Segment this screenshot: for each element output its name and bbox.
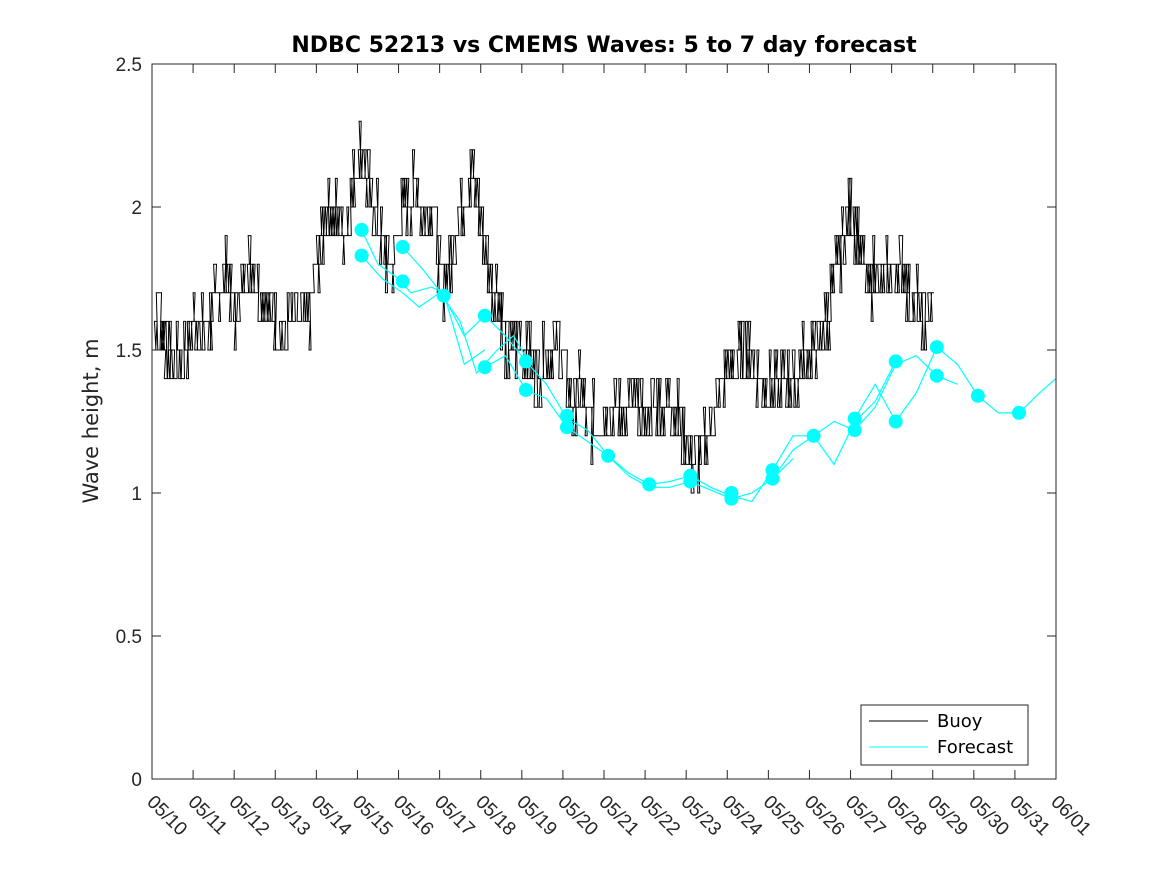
forecast-series-line xyxy=(361,229,486,366)
forecast-marker xyxy=(929,340,944,355)
forecast-marker xyxy=(847,411,862,426)
forecast-marker xyxy=(354,222,369,237)
buoy-series-line xyxy=(152,120,934,494)
y-tick-label: 0 xyxy=(131,770,142,791)
forecast-marker xyxy=(683,474,698,489)
forecast-marker xyxy=(1012,405,1026,420)
legend[interactable]: Buoy Forecast xyxy=(860,704,1029,766)
forecast-marker xyxy=(724,491,739,506)
forecast-marker xyxy=(518,354,533,369)
forecast-marker xyxy=(847,423,862,438)
forecast-marker xyxy=(929,368,944,383)
y-axis: 0 0.5 1 1.5 2 2.5 xyxy=(116,55,1056,791)
legend-label-buoy: Buoy xyxy=(937,711,983,732)
forecast-series-line xyxy=(854,346,1056,423)
forecast-marker xyxy=(395,274,410,289)
chart-title: NDBC 52213 vs CMEMS Waves: 5 to 7 day fo… xyxy=(291,33,917,58)
forecast-series-line xyxy=(772,354,958,480)
forecast-marker xyxy=(518,383,533,397)
forecast-series-line xyxy=(402,246,609,457)
forecast-marker xyxy=(601,448,616,463)
y-tick-label: 2.5 xyxy=(116,55,142,76)
forecast-marker xyxy=(888,354,903,369)
forecast-marker xyxy=(560,420,574,435)
y-tick-label: 1.5 xyxy=(116,341,142,362)
forecast-marker xyxy=(436,288,451,303)
forecast-marker xyxy=(354,248,369,263)
forecast-marker xyxy=(477,360,492,375)
y-tick-label: 2 xyxy=(131,198,142,219)
y-axis-label: Wave height, m xyxy=(79,338,103,503)
y-tick-label: 0.5 xyxy=(116,627,142,648)
forecast-marker xyxy=(765,471,780,486)
forecast-marker xyxy=(642,477,657,492)
forecast-marker xyxy=(395,240,410,254)
forecast-marker xyxy=(560,408,574,423)
forecast-marker xyxy=(806,428,821,443)
forecast-marker xyxy=(970,388,985,403)
series-layer xyxy=(152,120,1056,503)
y-tick-label: 1 xyxy=(131,484,142,505)
forecast-marker xyxy=(477,308,492,323)
legend-box xyxy=(860,704,1029,766)
forecast-marker xyxy=(888,414,903,429)
legend-label-forecast: Forecast xyxy=(937,737,1013,758)
marker-layer xyxy=(354,222,1026,506)
